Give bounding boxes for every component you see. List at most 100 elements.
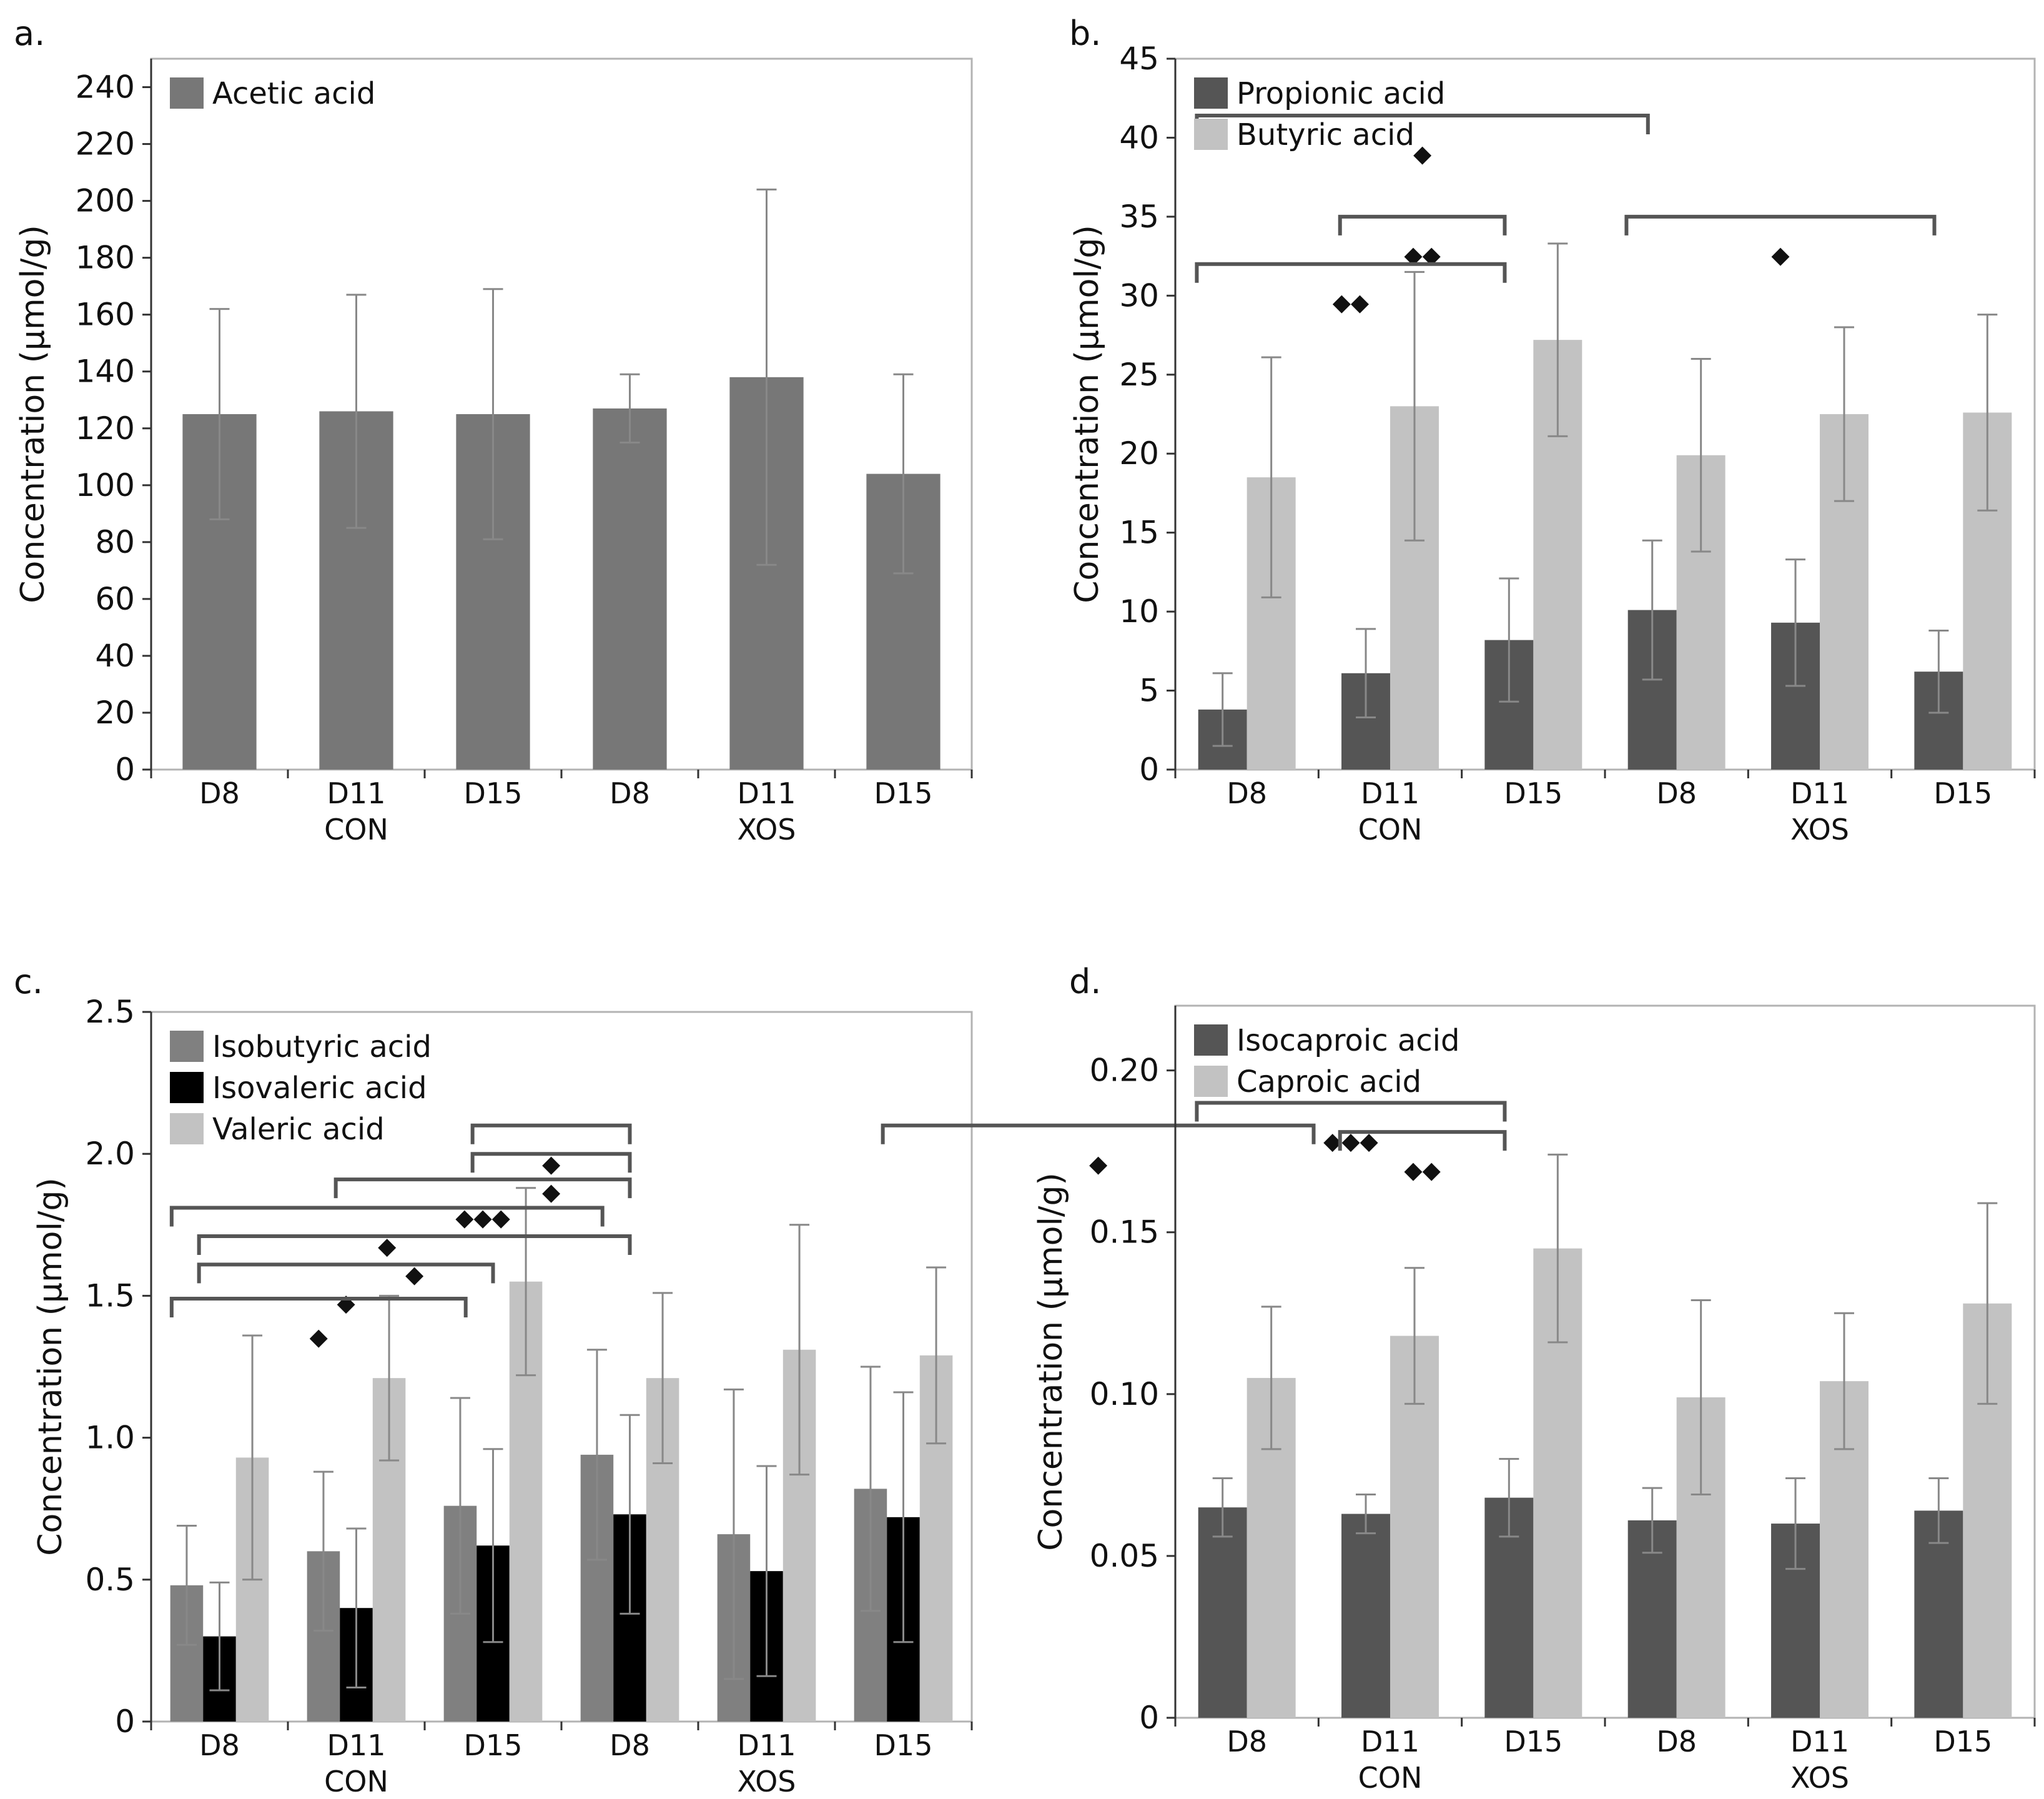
- y-tick-label: 0.05: [1090, 1538, 1159, 1574]
- panel-c: c. 0 0.5 1.0 1.5 2.0 2.5 Concentration (µmol/g)…: [14, 962, 1316, 1798]
- significance-bracket: [1338, 214, 1507, 235]
- y-tick-label: 0.15: [1090, 1214, 1159, 1251]
- x-category-label: D15: [1504, 776, 1563, 810]
- significance-bracket: [881, 1123, 1316, 1144]
- legend-label: Isobutyric acid: [212, 1029, 432, 1064]
- legend-label: Valeric acid: [212, 1112, 385, 1147]
- x-category-label: D8: [1656, 776, 1697, 810]
- y-tick-label: 80: [95, 524, 135, 560]
- x-category-label: D11: [1361, 1725, 1419, 1758]
- y-tick-label: 15: [1119, 515, 1159, 551]
- y-tick-label: 0: [115, 751, 135, 788]
- y-axis-title: Concentration (µmol/g): [32, 1177, 69, 1556]
- significance-marker: ◆: [542, 1178, 561, 1206]
- x-category-label: D11: [327, 1728, 386, 1762]
- y-tick-label: 40: [95, 638, 135, 674]
- y-tick-label: 0: [115, 1703, 135, 1740]
- x-category-label: D8: [1656, 1725, 1697, 1758]
- y-tick-label: 2.0: [85, 1136, 135, 1172]
- x-category-label: D15: [464, 1728, 523, 1762]
- y-tick-label: 0.10: [1090, 1376, 1159, 1412]
- x-group-label: XOS: [1790, 1761, 1849, 1795]
- significance-marker: ◆: [1413, 140, 1432, 167]
- legend-swatch: [1194, 1024, 1228, 1056]
- y-tick-label: 25: [1119, 357, 1159, 393]
- panel-letter: b.: [1069, 14, 1101, 53]
- y-axis-title: Concentration (µmol/g): [1032, 1172, 1070, 1551]
- y-tick-label: 200: [76, 183, 135, 219]
- plot-frame: [150, 57, 973, 771]
- plot-frame: [1174, 1004, 2036, 1719]
- significance-marker: ◆◆: [1333, 289, 1370, 316]
- x-category-label: D11: [738, 1728, 796, 1762]
- y-tick-label: 100: [76, 467, 135, 503]
- y-tick-label: 45: [1119, 41, 1159, 77]
- legend-label: Propionic acid: [1237, 76, 1445, 111]
- y-tick-label: 20: [95, 695, 135, 731]
- x-category-label: D11: [1790, 776, 1849, 810]
- legend-swatch: [1194, 77, 1228, 109]
- y-tick-label: 60: [95, 581, 135, 617]
- legend-label: Acetic acid: [212, 76, 375, 111]
- y-tick-label: 140: [76, 354, 135, 390]
- y-tick-label: 40: [1119, 119, 1159, 156]
- y-tick-label: 0: [1139, 1700, 1159, 1736]
- y-tick-label: 10: [1119, 593, 1159, 630]
- significance-bracket: [1195, 1101, 1507, 1122]
- y-tick-label: 240: [76, 69, 135, 106]
- panel-letter: a.: [14, 14, 45, 53]
- y-tick-label: 0.20: [1090, 1053, 1159, 1089]
- y-axis-title: Concentration (µmol/g): [14, 225, 52, 603]
- significance-bracket: [470, 1152, 632, 1173]
- significance-marker: ◆: [1089, 1150, 1108, 1177]
- legend-swatch: [170, 1031, 204, 1062]
- legend-swatch: [1194, 119, 1228, 150]
- x-category-label: D8: [199, 776, 240, 810]
- y-axis-title: Concentration (µmol/g): [1069, 225, 1106, 603]
- legend-swatch: [170, 1113, 204, 1144]
- plot-frame: [1174, 57, 2036, 771]
- x-category-label: D15: [464, 776, 523, 810]
- significance-bracket: [169, 1296, 468, 1317]
- panel-d: d. 0 0.05 0.10 0.15 0.20 Concentration (µmol/g…: [1032, 962, 2036, 1795]
- panel-letter: d.: [1069, 962, 1101, 1001]
- panel-b: b. 0 5 10 15 20 25 30 35 40 45 Concentration (µmol/…: [1069, 14, 2036, 846]
- x-category-label: D15: [1504, 1725, 1563, 1758]
- x-category-label: D15: [874, 776, 933, 810]
- x-group-label: XOS: [738, 813, 796, 846]
- x-category-label: D11: [1790, 1725, 1849, 1758]
- y-tick-label: 1.0: [85, 1420, 135, 1456]
- x-group-label: CON: [1358, 1761, 1423, 1795]
- x-category-label: D11: [327, 776, 386, 810]
- legend-label: Butyric acid: [1237, 117, 1415, 152]
- y-tick-label: 220: [76, 126, 135, 162]
- significance-marker: ◆: [310, 1323, 328, 1350]
- significance-bracket: [1624, 214, 1937, 235]
- y-tick-label: 180: [76, 240, 135, 276]
- significance-bracket: [333, 1177, 632, 1199]
- bar: [593, 408, 667, 770]
- legend-label: Isovaleric acid: [212, 1071, 427, 1106]
- legend-swatch: [1194, 1066, 1228, 1097]
- significance-bracket: [1338, 1130, 1507, 1151]
- x-group-label: XOS: [738, 1765, 796, 1798]
- x-group-label: XOS: [1790, 813, 1849, 846]
- x-category-label: D8: [1227, 1725, 1267, 1758]
- significance-bracket: [470, 1123, 632, 1144]
- bar: [1341, 1514, 1390, 1718]
- y-tick-label: 30: [1119, 277, 1159, 314]
- y-tick-label: 20: [1119, 435, 1159, 472]
- x-category-label: D15: [874, 1728, 933, 1762]
- y-tick-label: 0: [1139, 751, 1159, 788]
- significance-marker: ◆: [337, 1289, 355, 1316]
- panel-letter: c.: [14, 962, 43, 1001]
- x-category-label: D11: [738, 776, 796, 810]
- y-tick-label: 160: [76, 297, 135, 333]
- y-tick-label: 2.5: [85, 994, 135, 1030]
- y-tick-label: 5: [1139, 673, 1159, 709]
- x-group-label: CON: [324, 813, 388, 846]
- x-category-label: D15: [1933, 776, 1992, 810]
- legend-label: Caproic acid: [1237, 1064, 1421, 1099]
- y-tick-label: 1.5: [85, 1277, 135, 1314]
- x-category-label: D8: [199, 1728, 240, 1762]
